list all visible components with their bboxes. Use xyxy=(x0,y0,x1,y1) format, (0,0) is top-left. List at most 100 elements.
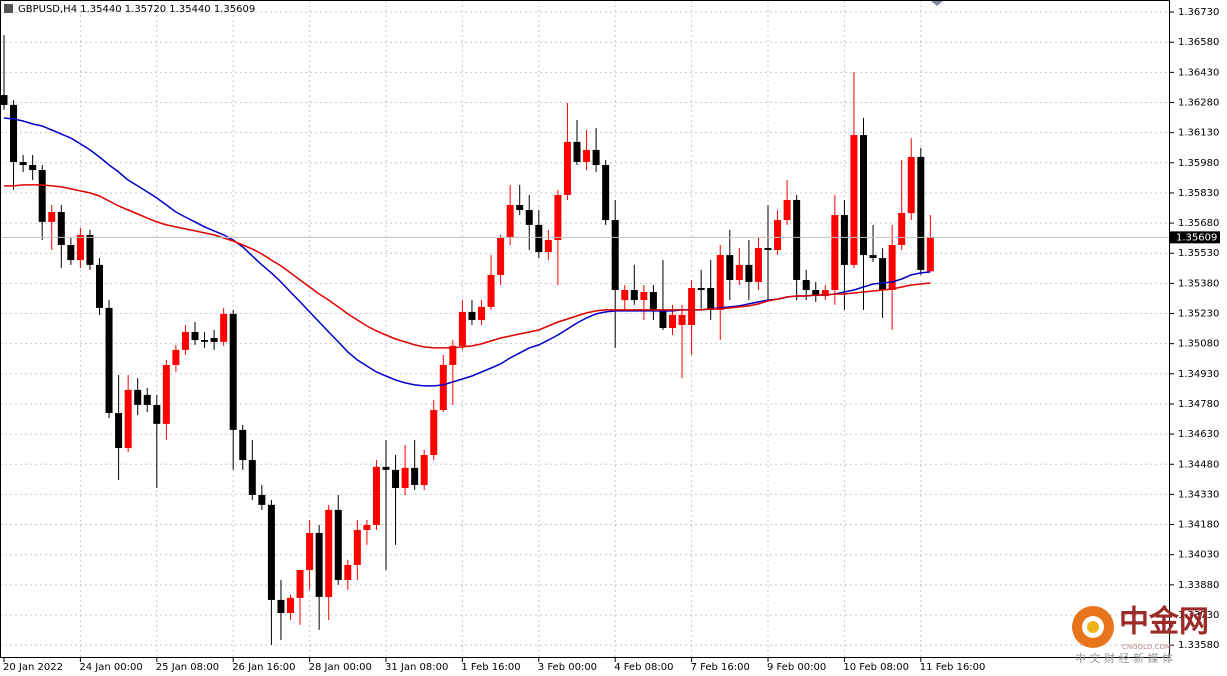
x-tick-label: 1 Feb 16:00 xyxy=(461,662,520,673)
candle-body xyxy=(888,244,896,291)
candle-body xyxy=(372,466,380,525)
candle-body xyxy=(649,292,657,310)
candle-body xyxy=(525,210,533,225)
candle-body xyxy=(86,234,94,265)
candle-body xyxy=(468,311,476,320)
x-tick-label: 31 Jan 08:00 xyxy=(385,662,448,673)
candle-body xyxy=(697,288,705,291)
candle-body xyxy=(220,313,228,342)
candle-body xyxy=(248,460,256,496)
candle-body xyxy=(411,467,419,485)
y-tick-label: 1.36580 xyxy=(1178,37,1219,48)
candle-body xyxy=(76,234,84,261)
logo-core xyxy=(1087,621,1099,633)
watermark: 中金网 CNGOLD.COM 中 文 财 经 新 媒 体 xyxy=(1072,605,1209,665)
watermark-slogan: 中 文 财 经 新 媒 体 xyxy=(1075,651,1173,665)
y-tick-label: 1.36430 xyxy=(1178,67,1219,78)
candle-body xyxy=(544,239,552,253)
candle-body xyxy=(716,255,724,310)
candle-body xyxy=(392,469,400,488)
candle-body xyxy=(516,204,524,211)
candle-body xyxy=(707,288,715,310)
candle-body xyxy=(201,340,209,342)
candle-body xyxy=(115,413,123,448)
candle-body xyxy=(850,135,858,265)
candle-body xyxy=(669,314,676,328)
y-tick-label: 1.36730 xyxy=(1178,7,1219,18)
y-tick-label: 1.36280 xyxy=(1178,97,1219,108)
candle-body xyxy=(860,135,867,256)
candle-body xyxy=(506,204,514,238)
candle-body xyxy=(181,332,189,350)
x-tick-label: 25 Jan 08:00 xyxy=(156,662,219,673)
candle-body xyxy=(535,224,543,253)
x-tick-label: 10 Feb 08:00 xyxy=(843,662,909,673)
candle-body xyxy=(325,509,333,597)
candle-body xyxy=(898,213,906,245)
candle-body xyxy=(382,466,390,470)
candle-body xyxy=(315,532,323,597)
candle-body xyxy=(124,389,132,448)
watermark-site: CNGOLD.COM xyxy=(1122,643,1171,651)
y-tick-label: 1.34330 xyxy=(1178,489,1219,500)
candle-body xyxy=(640,292,648,301)
candle-body xyxy=(840,215,848,265)
candle-body xyxy=(162,364,170,424)
y-tick-label: 1.34030 xyxy=(1178,550,1219,561)
candle-body xyxy=(153,404,161,424)
watermark-brand: 中金网 xyxy=(1119,605,1209,640)
candle-body xyxy=(879,258,887,291)
candle-body xyxy=(821,290,829,297)
candle-body xyxy=(926,237,934,272)
candle-body xyxy=(831,215,839,291)
price-tag xyxy=(1170,231,1220,244)
y-tick-label: 1.34180 xyxy=(1178,520,1219,531)
x-tick-label: 3 Feb 00:00 xyxy=(538,662,597,673)
candle-body xyxy=(735,264,743,280)
candle-body xyxy=(478,306,485,320)
candle-body xyxy=(678,314,686,325)
candle-body xyxy=(554,194,562,240)
candle-body xyxy=(10,104,18,162)
y-tick-label: 1.35680 xyxy=(1178,218,1219,229)
grid xyxy=(0,0,1170,658)
candle-body xyxy=(296,569,304,598)
x-tick-label: 9 Feb 00:00 xyxy=(767,662,826,673)
candle-body xyxy=(592,149,600,166)
candle-body xyxy=(306,532,314,570)
candle-body xyxy=(258,495,266,505)
candle-body xyxy=(869,255,877,259)
candle-body xyxy=(659,309,667,328)
candle-body xyxy=(764,248,772,251)
candle-body xyxy=(583,149,591,162)
y-tick-label: 1.34630 xyxy=(1178,429,1219,440)
candle-body xyxy=(57,212,65,245)
x-tick-label: 11 Feb 16:00 xyxy=(920,662,986,673)
candle-body xyxy=(907,156,915,214)
candle-body xyxy=(812,290,820,297)
candle-body xyxy=(602,165,610,221)
x-tick-label: 28 Jan 00:00 xyxy=(309,662,372,673)
candle-body xyxy=(630,290,638,301)
candle-body xyxy=(277,599,285,613)
candle-body xyxy=(0,95,8,105)
y-tick-label: 1.36130 xyxy=(1178,128,1219,139)
candle-body xyxy=(621,290,629,301)
price-tag-label: 1.35609 xyxy=(1176,232,1217,243)
y-tick-label: 1.35230 xyxy=(1178,309,1219,320)
candle-body xyxy=(105,307,113,414)
plot xyxy=(0,34,1170,645)
candle-body xyxy=(38,170,46,222)
chart-title: GBPUSD,H4 1.35440 1.35720 1.35440 1.3560… xyxy=(18,4,255,15)
candle-body xyxy=(726,255,734,280)
candle-body xyxy=(745,264,753,282)
candle-body xyxy=(267,504,275,600)
x-tick-label: 7 Feb 16:00 xyxy=(691,662,750,673)
candle-body xyxy=(134,389,142,405)
axes: 1.33580 1.33730 1.33880 1.34030 1.34180 1.343… xyxy=(3,7,1220,673)
candle-body xyxy=(239,429,247,461)
candle-body xyxy=(191,332,199,341)
shift-marker xyxy=(931,1,943,6)
candle-body xyxy=(172,349,180,365)
